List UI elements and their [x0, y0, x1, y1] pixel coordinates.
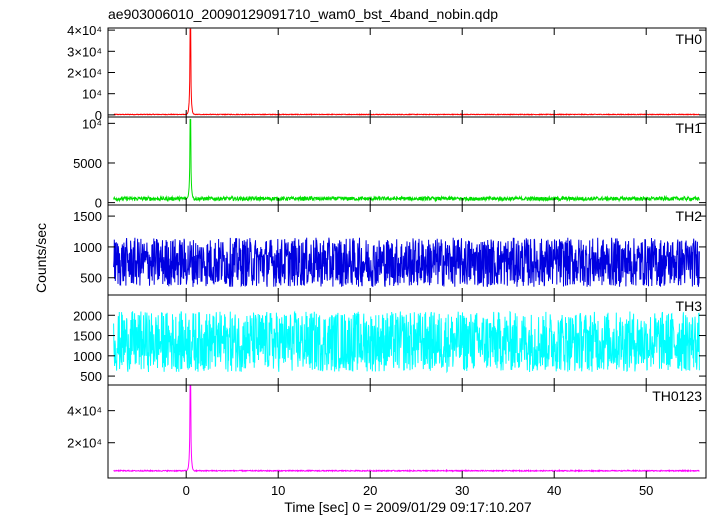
- y-tick-label: 2000: [73, 308, 102, 323]
- series-line-th2: [113, 237, 700, 288]
- series-line-th0123: [113, 384, 700, 473]
- x-tick-label: 50: [639, 483, 653, 498]
- x-tick-label: 10: [271, 483, 285, 498]
- panel-th2: 500 1000 1500 TH2: [73, 204, 707, 296]
- y-axis-label: Counts/sec: [33, 223, 49, 293]
- y-tick-label: 1500: [73, 209, 102, 224]
- series-line-th1: [113, 118, 700, 203]
- x-tick-label: 20: [363, 483, 377, 498]
- y-tick-label: 500: [80, 271, 102, 286]
- panel-th0: 0 10⁴ 2×10⁴ 3×10⁴ 4×10⁴ TH0: [67, 23, 707, 123]
- y-tick-label: 2×10⁴: [67, 436, 102, 451]
- y-tick-label: 5000: [73, 156, 102, 171]
- panel-label: TH3: [676, 298, 703, 314]
- y-tick-label: 3×10⁴: [67, 44, 102, 59]
- panel-label: TH2: [676, 208, 703, 224]
- panel-label: TH0123: [652, 388, 702, 404]
- panel-th3: 500 1000 1500 2000 TH3: [73, 294, 707, 386]
- y-tick-label: 1000: [73, 240, 102, 255]
- x-tick-label: 40: [547, 483, 561, 498]
- y-tick-label: 1000: [73, 349, 102, 364]
- panel-frame: [107, 116, 707, 206]
- panel-th1: 0 5000 10⁴ TH1: [73, 116, 707, 211]
- x-tick-label: 30: [455, 483, 469, 498]
- y-tick-label: 4×10⁴: [67, 23, 102, 38]
- panel-frame: [107, 27, 707, 118]
- x-tick-label: 0: [183, 483, 190, 498]
- series-line-th3: [113, 310, 700, 374]
- y-tick-label: 0: [95, 108, 102, 123]
- panel-label: TH0: [676, 31, 703, 47]
- panel-frame: [107, 384, 707, 479]
- y-tick-label: 10⁴: [82, 87, 102, 102]
- chart-title: ae903006010_20090129091710_wam0_bst_4ban…: [108, 6, 498, 22]
- x-axis-label: Time [sec] 0 = 2009/01/29 09:17:10.207: [284, 499, 532, 515]
- y-tick-label: 500: [80, 369, 102, 384]
- panel-label: TH1: [676, 120, 703, 136]
- y-tick-label: 10⁴: [82, 116, 102, 131]
- y-tick-label: 2×10⁴: [67, 66, 102, 81]
- series-line-th0: [113, 28, 700, 116]
- panel-th0123: 2×10⁴ 4×10⁴ TH0123: [67, 384, 707, 479]
- y-tick-label: 0: [95, 196, 102, 211]
- y-tick-label: 1500: [73, 329, 102, 344]
- y-tick-label: 4×10⁴: [67, 404, 102, 419]
